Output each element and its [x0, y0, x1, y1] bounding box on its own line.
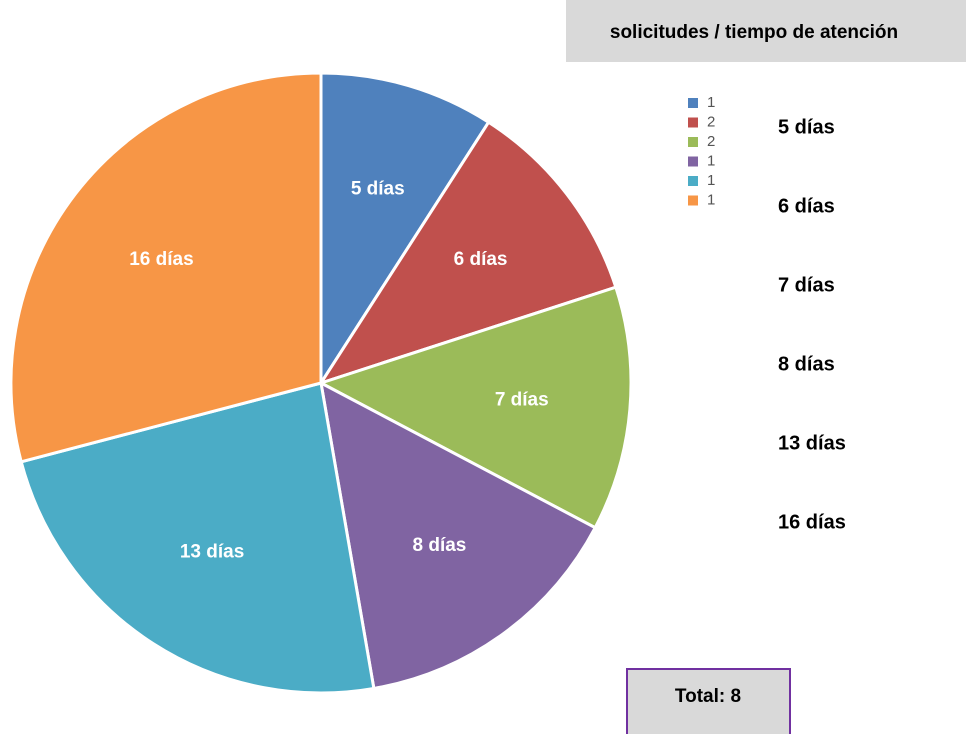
slice-label: 6 días: [454, 249, 508, 270]
legend-label: 1: [707, 152, 715, 169]
legend-swatch: [688, 176, 698, 186]
slice-label: 5 días: [351, 179, 405, 200]
pie-slice: [9, 71, 323, 464]
legend-swatch: [688, 195, 698, 206]
title-box: [566, 0, 966, 62]
legend-swatch: [688, 117, 698, 128]
slice-label: 13 días: [180, 542, 244, 563]
slice-label: 16 días: [129, 249, 193, 270]
pie-slice: [317, 285, 633, 530]
side-label: 5 días: [778, 116, 835, 138]
side-label: 7 días: [778, 274, 835, 296]
legend-label: 2: [707, 113, 715, 130]
pie-slice: [19, 381, 376, 695]
pie-slice: [317, 120, 618, 386]
side-label: 8 días: [778, 353, 835, 375]
side-label: 6 días: [778, 195, 835, 217]
side-label: 16 días: [778, 511, 846, 533]
slice-label: 7 días: [495, 389, 549, 410]
legend-label: 1: [707, 94, 715, 111]
legend-label: 2: [707, 133, 715, 150]
legend-swatch: [688, 98, 698, 108]
total-box: [626, 668, 791, 734]
slice-label: 8 días: [413, 535, 467, 556]
chart-title: solicitudes / tiempo de atención: [610, 22, 898, 43]
legend-label: 1: [707, 191, 715, 208]
legend-swatch: [688, 137, 698, 147]
pie-slice: [319, 380, 598, 691]
legend-label: 1: [707, 172, 715, 189]
pie-slice: [319, 71, 491, 389]
total-label: Total: 8: [675, 686, 741, 707]
legend-swatch: [688, 156, 698, 167]
side-label: 13 días: [778, 432, 846, 454]
